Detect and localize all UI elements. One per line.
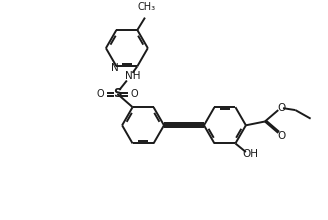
Text: S: S (113, 87, 122, 100)
Text: NH: NH (125, 71, 140, 81)
Text: OH: OH (243, 149, 259, 159)
Text: O: O (277, 131, 285, 141)
Text: O: O (277, 103, 285, 113)
Text: O: O (96, 89, 104, 99)
Text: O: O (131, 89, 138, 99)
Text: CH₃: CH₃ (138, 2, 156, 12)
Text: N: N (111, 63, 118, 73)
